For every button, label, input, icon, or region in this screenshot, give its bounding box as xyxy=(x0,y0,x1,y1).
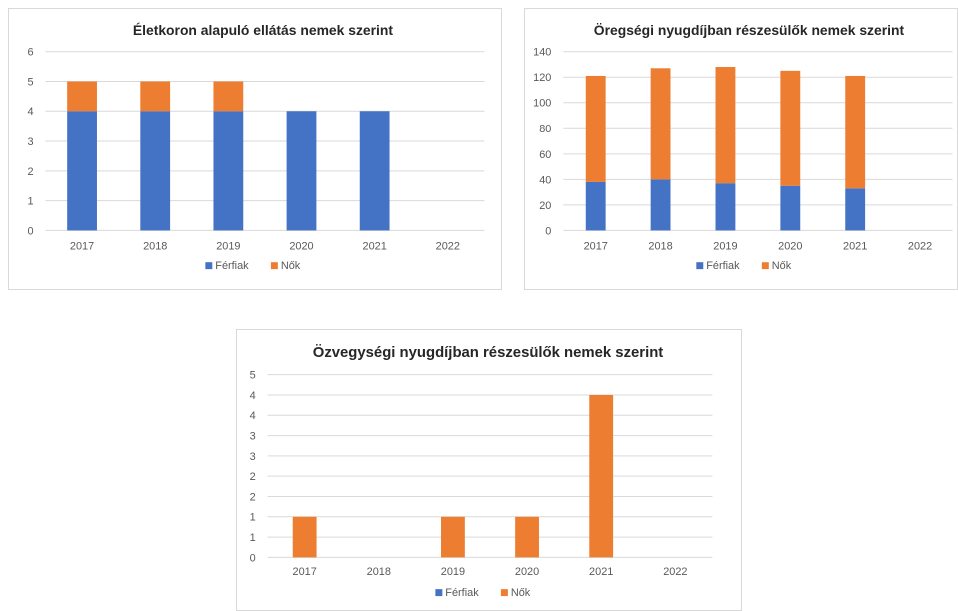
x-tick-label: 2017 xyxy=(293,566,317,578)
x-tick-label: 2018 xyxy=(367,566,391,578)
chart-svg: Öregségi nyugdíjban részesülők nemek sze… xyxy=(533,22,953,272)
bar-Nők-2021 xyxy=(589,394,614,558)
chart-panel-eletkoron: Életkoron alapuló ellátás nemek szerint 0… xyxy=(8,8,502,290)
legend-swatch xyxy=(270,262,278,270)
y-tick-label: 5 xyxy=(28,76,34,88)
x-tick-label: 2020 xyxy=(515,566,539,578)
y-tick-label: 0 xyxy=(250,552,256,564)
bar-Férfiak-2020 xyxy=(286,111,317,231)
bar-Férfiak-2019 xyxy=(715,183,736,231)
y-tick-label: 140 xyxy=(533,47,551,59)
bar-Nők-2018 xyxy=(650,68,671,180)
chart-svg: Özvegységi nyugdíjban részesülők nemek s… xyxy=(250,344,713,599)
x-tick-label: 2020 xyxy=(778,240,802,252)
bar-Nők-2020 xyxy=(515,516,539,558)
y-tick-label: 120 xyxy=(533,72,551,84)
x-tick-label: 2017 xyxy=(584,240,608,252)
x-tick-label: 2022 xyxy=(663,566,687,578)
chart-title: Életkoron alapuló ellátás nemek szerint xyxy=(133,22,394,38)
bar-Nők-2018 xyxy=(140,81,171,112)
legend: Férfiak Nők xyxy=(205,260,301,272)
y-tick-label: 3 xyxy=(250,451,256,463)
y-tick-label: 2 xyxy=(250,471,256,483)
x-tick-label: 2021 xyxy=(589,566,613,578)
bar-Férfiak-2017 xyxy=(67,111,97,231)
bar-Férfiak-2021 xyxy=(359,111,390,231)
x-tick-label: 2018 xyxy=(143,240,167,252)
legend-label: Nők xyxy=(511,587,531,599)
y-tick-label: 20 xyxy=(539,200,551,212)
x-tick-label: 2019 xyxy=(713,240,737,252)
x-tick-label: 2019 xyxy=(216,240,240,252)
bar-Nők-2019 xyxy=(213,81,244,112)
legend-label: Nők xyxy=(281,260,301,272)
y-tick-label: 100 xyxy=(533,98,551,110)
bar-Nők-2021 xyxy=(845,75,866,189)
bar-Nők-2017 xyxy=(67,81,97,112)
chart-svg: Életkoron alapuló ellátás nemek szerint 0… xyxy=(28,22,485,272)
legend-swatch xyxy=(435,589,443,597)
legend-swatch xyxy=(761,262,769,270)
y-tick-label: 2 xyxy=(250,491,256,503)
bar-Nők-2020 xyxy=(780,70,801,186)
y-tick-label: 1 xyxy=(250,532,256,544)
legend-swatch xyxy=(500,589,508,597)
y-tick-label: 0 xyxy=(28,225,34,237)
legend-label: Férfiak xyxy=(215,260,249,272)
legend-label: Férfiak xyxy=(445,587,479,599)
x-tick-label: 2019 xyxy=(441,566,465,578)
legend-swatch xyxy=(696,262,704,270)
bar-Nők-2017 xyxy=(292,516,317,558)
y-tick-label: 0 xyxy=(545,225,551,237)
bar-Férfiak-2018 xyxy=(140,111,171,231)
x-tick-label: 2020 xyxy=(289,240,313,252)
y-tick-label: 6 xyxy=(28,47,34,59)
legend: Férfiak Nők xyxy=(696,260,792,272)
bar-Nők-2019 xyxy=(715,67,736,184)
y-tick-label: 5 xyxy=(250,370,256,382)
y-tick-label: 40 xyxy=(539,174,551,186)
x-tick-label: 2021 xyxy=(843,240,867,252)
x-tick-label: 2017 xyxy=(70,240,94,252)
chart-panel-ozvegysegi: Özvegységi nyugdíjban részesülők nemek s… xyxy=(236,329,742,611)
x-tick-label: 2021 xyxy=(363,240,387,252)
bar-Férfiak-2019 xyxy=(213,111,244,231)
y-tick-label: 3 xyxy=(28,136,34,148)
legend-label: Férfiak xyxy=(706,260,740,272)
chart-title: Özvegységi nyugdíjban részesülők nemek s… xyxy=(313,344,664,361)
bar-Férfiak-2021 xyxy=(845,188,866,231)
y-tick-label: 1 xyxy=(250,512,256,524)
bar-Nők-2017 xyxy=(585,75,606,182)
y-tick-label: 80 xyxy=(539,123,551,135)
bar-Férfiak-2018 xyxy=(650,179,671,231)
legend-swatch xyxy=(205,262,213,270)
y-tick-label: 4 xyxy=(250,390,256,402)
x-tick-label: 2022 xyxy=(908,240,932,252)
legend-label: Nők xyxy=(772,260,792,272)
y-tick-label: 60 xyxy=(539,149,551,161)
bar-Nők-2019 xyxy=(441,516,465,558)
chart-title: Öregségi nyugdíjban részesülők nemek sze… xyxy=(594,22,905,38)
x-tick-label: 2022 xyxy=(436,240,460,252)
legend: Férfiak Nők xyxy=(435,587,531,599)
chart-panel-oregsegi: Öregségi nyugdíjban részesülők nemek sze… xyxy=(524,8,958,290)
y-tick-label: 4 xyxy=(250,410,256,422)
y-tick-label: 2 xyxy=(28,166,34,178)
y-tick-label: 4 xyxy=(28,106,34,118)
y-tick-label: 3 xyxy=(250,431,256,443)
bar-Férfiak-2017 xyxy=(585,181,606,231)
bar-Férfiak-2020 xyxy=(780,185,801,231)
x-tick-label: 2018 xyxy=(648,240,672,252)
y-tick-label: 1 xyxy=(28,196,34,208)
